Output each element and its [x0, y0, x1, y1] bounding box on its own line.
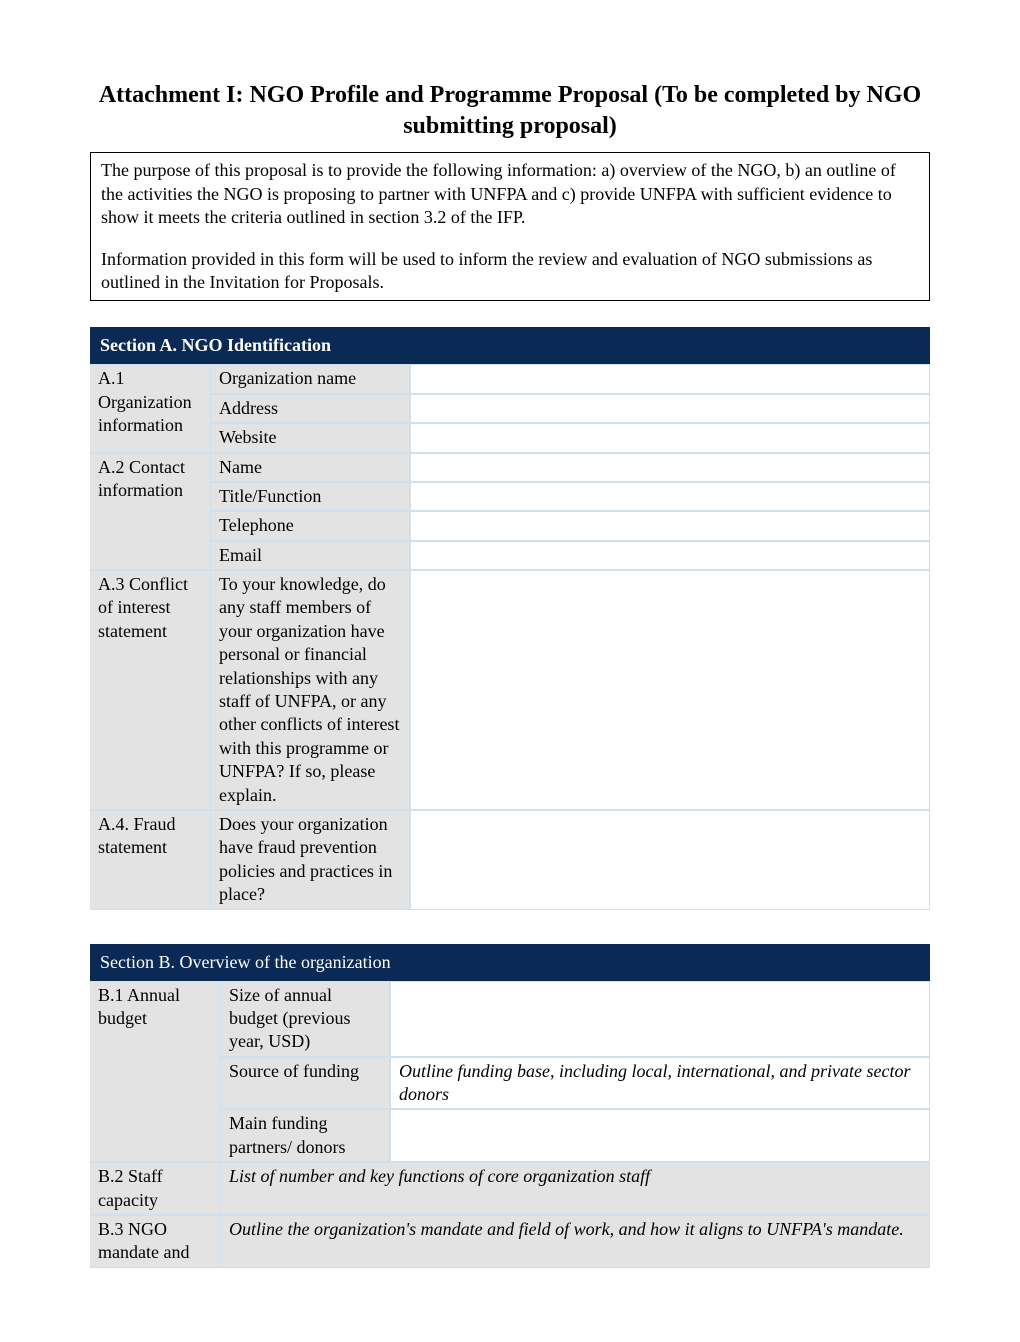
a2-email-value[interactable]: [410, 541, 930, 570]
a2-phone-value[interactable]: [410, 511, 930, 540]
a2-name-value[interactable]: [410, 453, 930, 482]
a2-label: A.2 Contact information: [90, 453, 210, 571]
section-b-table: Section B. Overview of the organization …: [90, 944, 930, 1268]
a1-address-label: Address: [210, 394, 410, 423]
b1-size-label: Size of annual budget (previous year, US…: [220, 981, 390, 1057]
a1-address-value[interactable]: [410, 394, 930, 423]
a4-question: Does your organization have fraud preven…: [210, 810, 410, 910]
b1-partners-value[interactable]: [390, 1109, 930, 1162]
b3-label: B.3 NGO mandate and: [90, 1215, 220, 1268]
intro-box: The purpose of this proposal is to provi…: [90, 152, 930, 301]
a1-label: A.1 Organization information: [90, 364, 210, 452]
a4-value[interactable]: [410, 810, 930, 910]
b3-text[interactable]: Outline the organization's mandate and f…: [220, 1215, 930, 1268]
a1-website-label: Website: [210, 423, 410, 452]
section-a-table: Section A. NGO Identification A.1 Organi…: [90, 327, 930, 909]
b2-text[interactable]: List of number and key functions of core…: [220, 1162, 930, 1215]
b1-source-value[interactable]: Outline funding base, including local, i…: [390, 1057, 930, 1110]
section-b-header: Section B. Overview of the organization: [90, 944, 930, 981]
intro-paragraph-2: Information provided in this form will b…: [101, 248, 919, 295]
b1-size-value[interactable]: [390, 981, 930, 1057]
b1-source-label: Source of funding: [220, 1057, 390, 1110]
a1-org-name-label: Organization name: [210, 364, 410, 393]
a2-title-label: Title/Function: [210, 482, 410, 511]
a3-question: To your knowledge, do any staff members …: [210, 570, 410, 810]
section-a-header: Section A. NGO Identification: [90, 327, 930, 364]
a2-phone-label: Telephone: [210, 511, 410, 540]
a1-website-value[interactable]: [410, 423, 930, 452]
b1-partners-label: Main funding partners/ donors: [220, 1109, 390, 1162]
a3-value[interactable]: [410, 570, 930, 810]
a2-email-label: Email: [210, 541, 410, 570]
a2-title-value[interactable]: [410, 482, 930, 511]
a4-label: A.4. Fraud statement: [90, 810, 210, 910]
a1-org-name-value[interactable]: [410, 364, 930, 393]
a2-name-label: Name: [210, 453, 410, 482]
intro-paragraph-1: The purpose of this proposal is to provi…: [101, 159, 919, 229]
page-title: Attachment I: NGO Profile and Programme …: [90, 80, 930, 142]
b2-label: B.2 Staff capacity: [90, 1162, 220, 1215]
b1-label: B.1 Annual budget: [90, 981, 220, 1163]
a3-label: A.3 Conflict of interest statement: [90, 570, 210, 810]
